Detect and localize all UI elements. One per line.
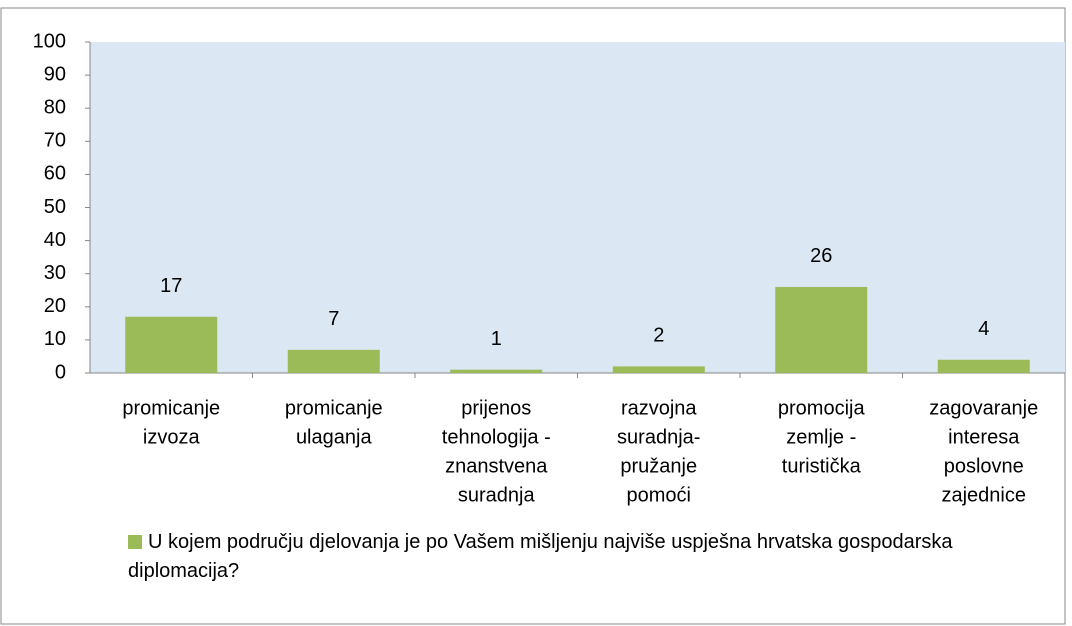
bar — [125, 316, 218, 373]
legend-swatch — [128, 535, 142, 549]
y-tick-label: 50 — [44, 196, 66, 218]
legend-label: U kojem području djelovanja je po Vašem … — [128, 531, 953, 582]
data-label: 1 — [491, 328, 502, 350]
x-tick-label: zajednice — [941, 484, 1026, 506]
y-tick-label: 60 — [44, 163, 66, 185]
x-tick-label: suradnja — [458, 484, 536, 506]
plot-area — [90, 42, 1065, 373]
x-tick-label: izvoza — [143, 426, 201, 448]
data-label: 17 — [160, 275, 182, 297]
legend: U kojem području djelovanja je po Vašem … — [128, 528, 988, 586]
y-tick-label: 0 — [55, 361, 66, 383]
y-tick-label: 10 — [44, 328, 66, 350]
x-tick-label: zagovaranje — [929, 397, 1038, 419]
x-tick-label: turistička — [782, 455, 862, 477]
x-tick-label: znanstvena — [445, 455, 548, 477]
x-tick-label: ulaganja — [296, 426, 373, 448]
y-tick-label: 70 — [44, 130, 66, 152]
bar — [450, 369, 543, 373]
bar — [612, 366, 705, 373]
y-tick-label: 30 — [44, 262, 66, 284]
x-tick-label: razvojna — [621, 397, 697, 419]
x-tick-label: prijenos — [461, 397, 531, 419]
x-tick-label: promocija — [778, 397, 866, 419]
x-tick-label: interesa — [948, 426, 1020, 448]
data-label: 7 — [328, 308, 339, 330]
x-tick-label: promicanje — [285, 397, 383, 419]
x-tick-label: promicanje — [122, 397, 220, 419]
y-tick-label: 100 — [33, 30, 66, 52]
x-tick-label: zemlje - — [786, 426, 856, 448]
bar — [775, 286, 868, 373]
y-tick-label: 90 — [44, 63, 66, 85]
data-label: 26 — [810, 245, 832, 267]
bar — [287, 349, 380, 373]
y-tick-label: 40 — [44, 229, 66, 251]
x-tick-label: tehnologija - — [442, 426, 551, 448]
bar — [937, 359, 1030, 373]
x-tick-label: pružanje — [620, 455, 697, 477]
x-tick-label: pomoći — [627, 484, 691, 506]
x-tick-label: suradnja- — [617, 426, 700, 448]
y-tick-label: 80 — [44, 96, 66, 118]
data-label: 4 — [978, 318, 989, 340]
x-tick-label: poslovne — [944, 455, 1024, 477]
data-label: 2 — [653, 325, 664, 347]
y-tick-label: 20 — [44, 295, 66, 317]
